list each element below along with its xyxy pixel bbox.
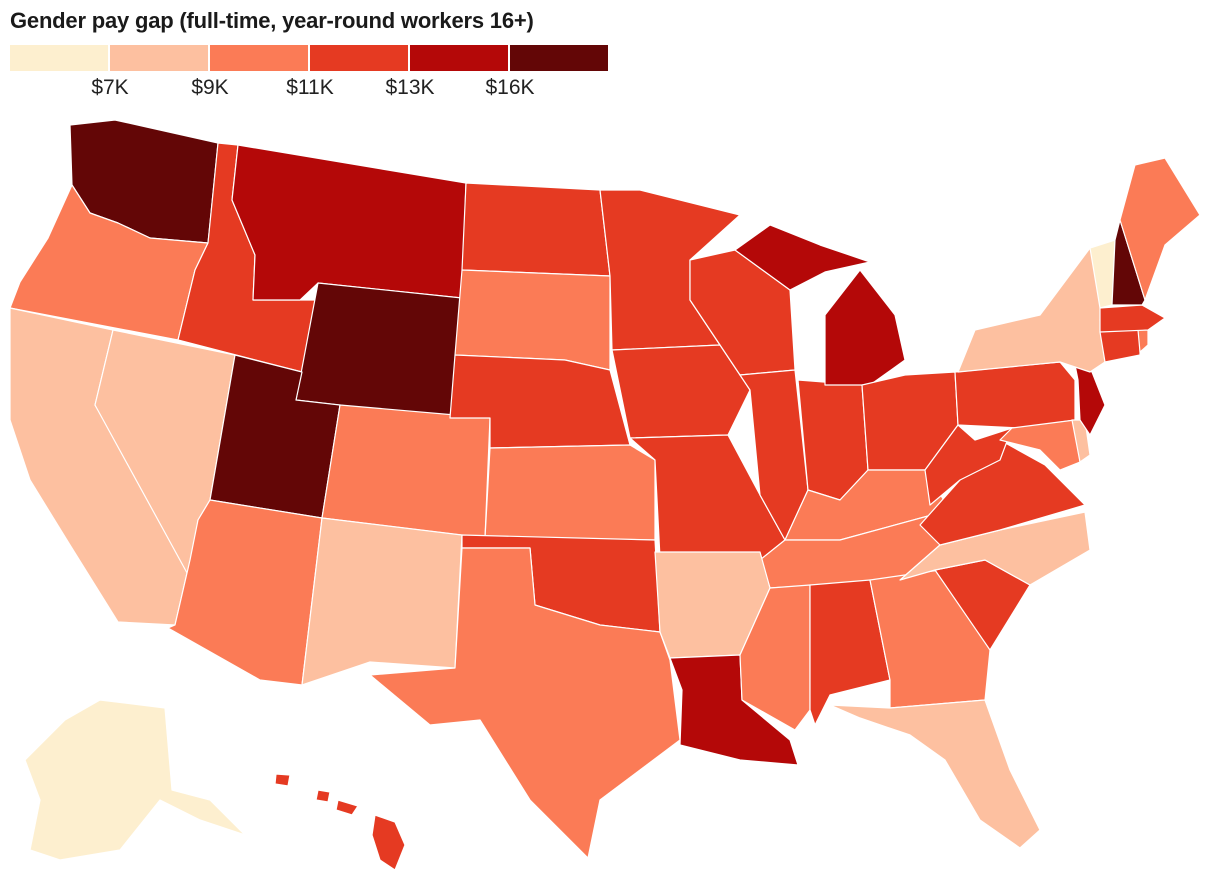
state-nd[interactable] bbox=[461, 182, 611, 277]
legend-bar bbox=[10, 45, 608, 71]
legend-swatch-4 bbox=[310, 45, 410, 71]
state-fl[interactable] bbox=[829, 699, 1041, 849]
state-hi[interactable] bbox=[371, 814, 406, 871]
state-mi-upper[interactable] bbox=[734, 224, 871, 291]
state-nh[interactable] bbox=[1111, 219, 1146, 306]
state-nm[interactable] bbox=[301, 517, 463, 686]
state-ct[interactable] bbox=[1099, 327, 1141, 363]
state-ny[interactable] bbox=[957, 247, 1111, 373]
legend-tick-11k: $11K bbox=[286, 76, 334, 99]
legend-swatch-5 bbox=[410, 45, 510, 71]
state-ri[interactable] bbox=[1137, 329, 1149, 353]
legend-swatch-6 bbox=[510, 45, 608, 71]
color-legend: $7K $9K $11K $13K $16K bbox=[10, 45, 610, 105]
legend-swatch-1 bbox=[10, 45, 110, 71]
state-tx[interactable] bbox=[369, 547, 681, 859]
state-wv[interactable] bbox=[924, 424, 1013, 506]
legend-swatch-2 bbox=[110, 45, 210, 71]
state-co[interactable] bbox=[321, 404, 491, 539]
state-hi-kauai[interactable] bbox=[274, 773, 291, 787]
state-mi[interactable] bbox=[824, 269, 906, 386]
chart-title: Gender pay gap (full-time, year-round wo… bbox=[10, 8, 534, 33]
state-ks[interactable] bbox=[484, 444, 656, 541]
state-me[interactable] bbox=[1119, 157, 1201, 301]
legend-tick-16k: $16K bbox=[485, 76, 535, 99]
state-ia[interactable] bbox=[611, 344, 751, 439]
state-wy[interactable] bbox=[295, 282, 463, 419]
state-sd[interactable] bbox=[454, 269, 611, 371]
legend-tick-9k: $9K bbox=[191, 76, 229, 99]
state-ma[interactable] bbox=[1099, 304, 1166, 333]
state-nj[interactable] bbox=[1074, 364, 1106, 436]
legend-swatch-3 bbox=[210, 45, 310, 71]
state-hi-oahu[interactable] bbox=[315, 789, 331, 803]
legend-tick-7k: $7K bbox=[91, 76, 129, 99]
state-hi-maui[interactable] bbox=[335, 799, 359, 816]
legend-tick-13k: $13K bbox=[385, 76, 435, 99]
state-mt[interactable] bbox=[231, 144, 467, 301]
state-pa[interactable] bbox=[954, 361, 1076, 429]
state-ak[interactable] bbox=[24, 699, 246, 861]
